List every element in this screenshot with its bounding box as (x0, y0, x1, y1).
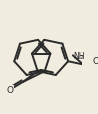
Text: O: O (6, 86, 13, 95)
Text: O: O (92, 56, 98, 65)
Text: NH: NH (73, 51, 84, 60)
Text: 2: 2 (79, 55, 83, 60)
